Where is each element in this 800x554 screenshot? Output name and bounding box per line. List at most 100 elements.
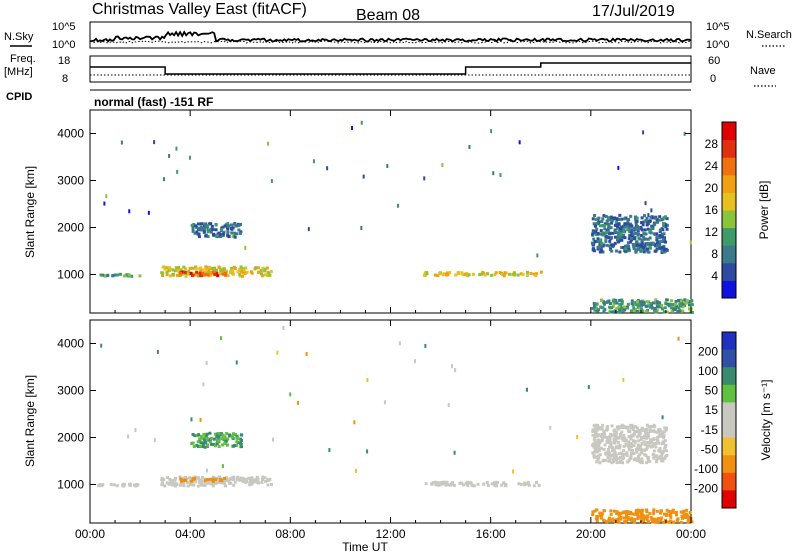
echo-cell [599,516,603,520]
echo-cell [613,309,617,313]
echo-cell [630,448,634,452]
echo-cell [423,176,426,181]
echo-cell [596,237,600,241]
echo-cell [476,482,480,486]
echo-cell [235,434,239,438]
echo-cell [660,453,664,457]
echo-cell [635,435,639,439]
echo-cell [614,432,618,436]
echo-cell [219,478,223,482]
echo-cell [642,232,646,236]
echo-cell [171,272,175,276]
search-right-label: N.Search [746,29,792,41]
echo-cell [688,510,692,514]
colorbar-tick-label: -15 [701,423,719,437]
echo-cell [153,438,156,443]
echo-cell [665,310,669,314]
echo-cell [445,480,449,484]
echo-cell [646,520,650,524]
echo-cell [118,272,122,276]
colorbar-frame [721,121,737,299]
echo-cell [640,442,644,446]
echo-cell [637,247,641,251]
echo-cell [534,272,538,276]
echo-cell [662,222,666,226]
echo-cell [658,301,662,305]
colorbar-frame [721,331,737,509]
colorbar-segment [722,384,736,403]
echo-cell [610,424,614,428]
echo-cell [670,299,674,303]
echo-cell [612,448,616,452]
echo-cell [592,455,596,459]
echo-cell [641,508,645,512]
echo-cell [650,440,654,444]
echo-cell [669,306,673,310]
echo-cell [612,452,616,456]
power-y-axis: 1000 2000 3000 4000 [57,126,691,281]
echo-cell [225,269,229,273]
echo-cell [500,483,504,487]
echo-cell [662,512,666,516]
echo-cell [606,218,610,222]
echo-cell [229,269,233,273]
echo-cell [593,435,597,439]
echo-cell [606,437,610,441]
colorbar-segment [722,420,736,439]
echo-cell [179,479,183,483]
echo-cell [215,435,219,439]
echo-cell [601,306,605,310]
echo-cell [606,447,610,451]
echo-cell [600,249,604,253]
echo-cell [654,442,658,446]
echo-cell [599,229,603,233]
echo-cell [192,222,196,226]
echo-cell [635,429,639,433]
echo-cell [613,440,617,444]
echo-cell [615,306,619,310]
echo-cell [208,272,212,276]
echo-cell [189,483,193,487]
echo-cell [213,271,217,275]
echo-cell [657,240,661,244]
echo-cell [206,468,209,473]
echo-cell [613,451,617,455]
echo-cell [182,265,186,269]
echo-cell [194,224,198,228]
echo-cell [629,455,633,459]
echo-cell [685,508,689,512]
echo-cell [598,441,602,445]
echo-cell [225,476,229,480]
echo-cell [597,220,601,224]
echo-cell [353,420,356,425]
echo-cell [202,436,206,440]
echo-cell [227,481,231,485]
echo-cell [490,129,493,134]
echo-cell [631,428,635,432]
echo-cell [672,307,676,311]
echo-cell [224,273,228,277]
echo-cell [600,427,604,431]
sky-panel-frame [89,21,692,49]
echo-cell [648,512,652,516]
echo-cell [204,435,208,439]
echo-cell [623,222,627,226]
colorbar-segment [722,210,736,229]
colorbar-segment [722,402,736,421]
echo-cell [173,269,177,273]
echo-cell [646,308,650,312]
echo-cell [600,232,604,236]
echo-cell [674,300,678,304]
echo-cell [628,457,632,461]
echo-cell [608,439,612,443]
echo-cell [644,434,648,438]
echo-cell [289,392,292,397]
echo-cell [671,508,675,512]
echo-cell [594,230,598,234]
echo-cell [616,427,620,431]
echo-cell [185,480,189,484]
echo-cell [622,444,626,448]
echo-cell [604,451,608,455]
echo-cell [662,457,666,461]
echo-cell [263,273,267,277]
